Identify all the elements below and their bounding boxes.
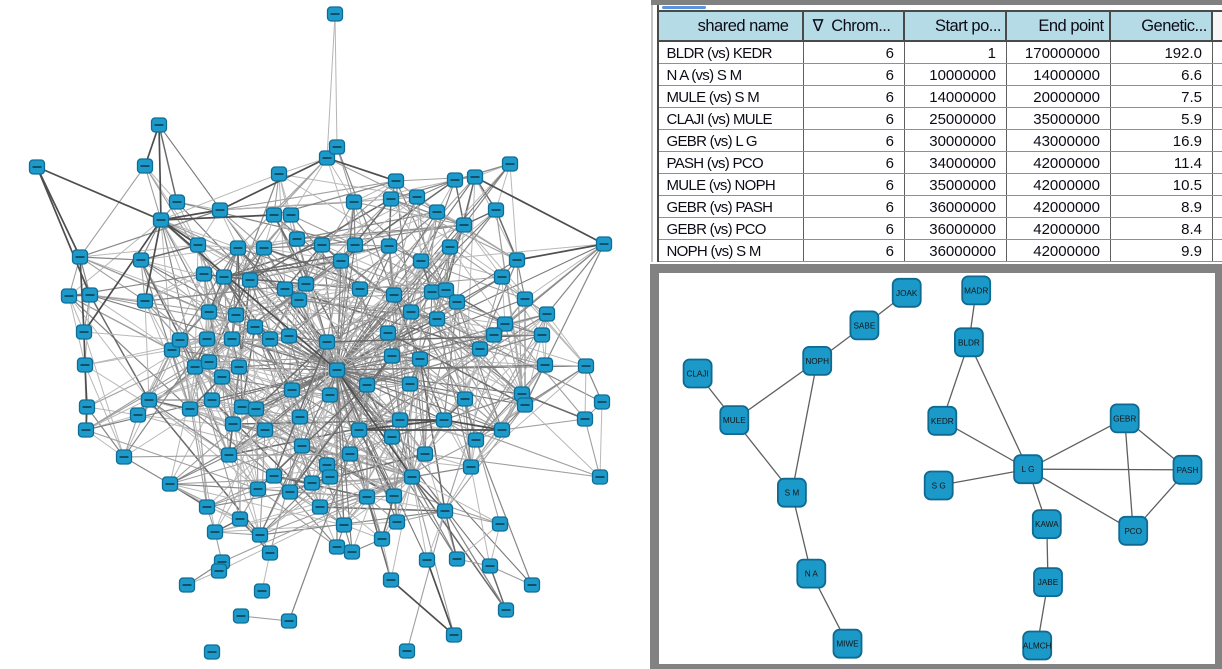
svg-text:PCO: PCO [1124,527,1142,536]
svg-text:NOPH: NOPH [805,357,829,366]
svg-text:MIWE: MIWE [836,640,859,649]
svg-text:CLAJI: CLAJI [686,370,708,379]
svg-text:ALMCH: ALMCH [1023,642,1052,651]
svg-text:MADR: MADR [964,286,988,295]
svg-text:KAWA: KAWA [1035,520,1059,529]
svg-text:MULE: MULE [723,416,746,425]
svg-text:S M: S M [785,489,800,498]
svg-text:KEDR: KEDR [931,417,954,426]
svg-text:JABE: JABE [1038,578,1059,587]
svg-text:JOAK: JOAK [896,289,918,298]
svg-text:GEBR: GEBR [1113,414,1136,423]
svg-text:BLDR: BLDR [958,338,980,347]
svg-text:PASH: PASH [1177,466,1199,475]
svg-text:L G: L G [1022,465,1035,474]
svg-text:S G: S G [932,482,946,491]
svg-text:SABE: SABE [853,321,875,330]
svg-text:N A: N A [805,570,819,579]
